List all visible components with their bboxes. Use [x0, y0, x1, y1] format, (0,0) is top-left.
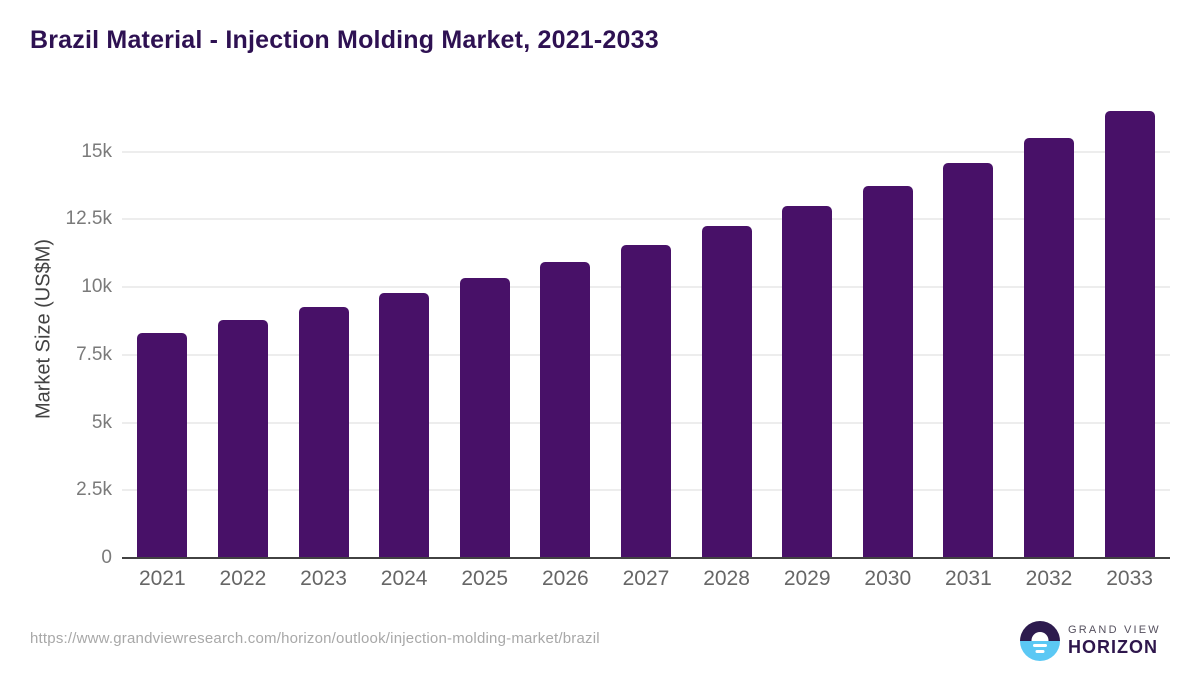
x-tick-label-2024: 2024: [380, 567, 428, 590]
bar-slot-2031: [928, 100, 1009, 558]
x-tick-label-2030: 2030: [864, 567, 912, 590]
bar-2026: [540, 262, 591, 558]
x-tick-label-2029: 2029: [783, 567, 831, 590]
bar-2021: [137, 333, 188, 558]
x-tick-label-2022: 2022: [219, 567, 267, 590]
wave-icon: [1033, 644, 1047, 647]
bar-2023: [298, 307, 349, 558]
bar-2027: [620, 245, 671, 558]
x-tick-label-2033: 2033: [1106, 567, 1153, 590]
chart-title: Brazil Material - Injection Molding Mark…: [30, 26, 659, 54]
logo-text-grand-view: GRAND VIEW: [1068, 624, 1161, 636]
bar-slot-2022: [203, 100, 284, 558]
bar-2028: [701, 226, 752, 558]
source-url: https://www.grandviewresearch.com/horizo…: [30, 630, 600, 647]
bar-2025: [459, 278, 510, 558]
bar-slot-2033: [1089, 100, 1170, 558]
bar-2022: [217, 320, 268, 558]
logo-text: GRAND VIEW HORIZON: [1068, 624, 1161, 658]
y-tick-label-10k: 10k: [81, 276, 112, 297]
x-tick-label-2025: 2025: [461, 567, 509, 590]
bars-row: [122, 100, 1170, 558]
bar-slot-2027: [606, 100, 687, 558]
bar-slot-2030: [847, 100, 928, 558]
bar-2024: [379, 292, 430, 558]
sun-icon: [1031, 632, 1049, 641]
bar-slot-2029: [767, 100, 848, 558]
y-axis-title: Market Size (US$M): [32, 238, 55, 420]
y-tick-label-7.5k: 7.5k: [76, 343, 112, 365]
gridline-15k: [122, 150, 1170, 153]
x-tick-label-2032: 2032: [1025, 567, 1073, 590]
bar-slot-2025: [444, 100, 525, 558]
y-tick-label-2.5k: 2.5k: [76, 479, 112, 501]
x-tick-label-2021: 2021: [138, 567, 186, 590]
x-tick-label-2026: 2026: [541, 567, 589, 590]
bar-slot-2023: [283, 100, 364, 558]
bar-2033: [1104, 111, 1155, 558]
bar-2032: [1024, 138, 1074, 558]
bar-slot-2024: [364, 100, 445, 558]
x-tick-label-2027: 2027: [622, 567, 670, 590]
x-tick-label-2028: 2028: [703, 567, 750, 590]
gridline-12.5k: [122, 218, 1170, 221]
bar-2029: [782, 206, 833, 558]
bar-slot-2028: [686, 100, 767, 558]
x-tick-label-2023: 2023: [300, 567, 347, 590]
x-axis-labels: 2021 2022 2023 2024 2025 2026 2027 2028 2029 2030…: [122, 567, 1170, 591]
horizon-sun-icon: [1020, 621, 1060, 661]
bar-slot-2032: [1009, 100, 1090, 558]
plot-area: 0 2.5k 5k 7.5k 10k 12.5k 15k: [66, 100, 1170, 568]
bar-slot-2026: [525, 100, 606, 558]
x-tick-label-2031: 2031: [945, 567, 992, 590]
y-tick-label-0: 0: [101, 547, 112, 568]
bar-2031: [943, 163, 994, 558]
bar-2030: [862, 186, 913, 558]
grand-view-horizon-logo: GRAND VIEW HORIZON: [1020, 621, 1161, 661]
y-tick-label-15k: 15k: [81, 140, 112, 162]
y-tick-label-5k: 5k: [91, 411, 112, 433]
logo-text-horizon: HORIZON: [1068, 637, 1158, 657]
bar-slot-2021: [122, 100, 203, 558]
x-axis-line: [122, 557, 1170, 559]
wave-icon: [1035, 650, 1045, 653]
y-tick-label-12.5k: 12.5k: [65, 208, 112, 230]
